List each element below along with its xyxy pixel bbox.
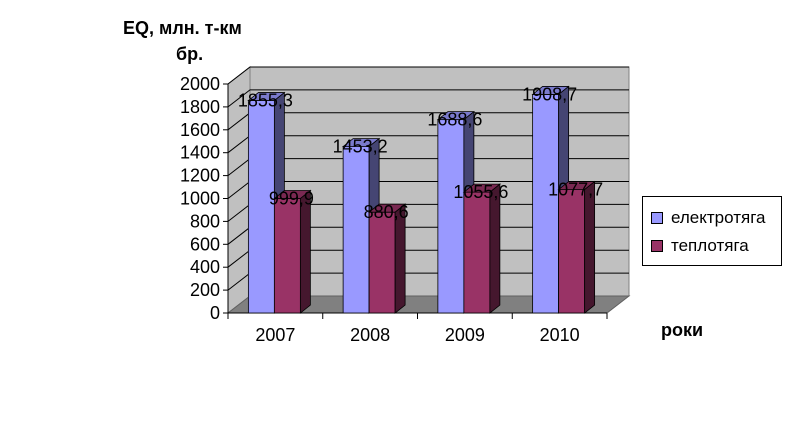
x-axis: 2007 2008 2009 2010 xyxy=(227,312,608,345)
data-labels: 1855,3 999,9 1453,2 880,6 1688,6 1055,6 1908,7… xyxy=(238,84,603,222)
x-tick-label: 2010 xyxy=(540,325,580,345)
y-tick-label: 2000 xyxy=(180,74,220,94)
legend: електротяга теплотяга xyxy=(642,196,782,266)
legend-swatch-electro xyxy=(651,212,663,224)
y-tick-label: 200 xyxy=(190,280,220,300)
data-label-thermal: 1055,6 xyxy=(453,182,508,202)
y-tick-label: 1800 xyxy=(180,97,220,117)
data-label-electro: 1453,2 xyxy=(333,137,388,157)
bar-thermal xyxy=(273,189,312,314)
y-tick-label: 400 xyxy=(190,257,220,277)
data-label-electro: 1688,6 xyxy=(427,110,482,130)
data-label-thermal: 880,6 xyxy=(364,202,409,222)
legend-item-electro: електротяга xyxy=(651,208,766,228)
x-axis-title: роки xyxy=(661,320,704,340)
gridline xyxy=(227,89,629,108)
y-tick-label: 1000 xyxy=(180,189,220,209)
data-label-electro: 1908,7 xyxy=(522,84,577,104)
x-tick-label: 2007 xyxy=(255,325,295,345)
data-label-thermal: 999,9 xyxy=(269,189,314,209)
gridline xyxy=(227,66,629,85)
y-tick-label: 800 xyxy=(190,211,220,231)
bars xyxy=(247,85,596,314)
legend-label-electro: електротяга xyxy=(671,208,766,227)
y-axis-title-line1: EQ, млн. т-км xyxy=(123,18,242,38)
bar-thermal xyxy=(462,183,502,314)
y-tick-label: 1400 xyxy=(180,143,220,163)
y-tick-label: 1200 xyxy=(180,166,220,186)
data-label-electro: 1855,3 xyxy=(238,91,293,111)
bar-thermal xyxy=(557,180,596,314)
x-tick-label: 2009 xyxy=(445,325,485,345)
y-axis-title-line2: бр. xyxy=(176,44,204,64)
y-tick-label: 1600 xyxy=(180,120,220,140)
y-tick-label: 0 xyxy=(210,303,220,323)
bar-thermal xyxy=(367,203,407,314)
legend-item-thermal: теплотяга xyxy=(651,236,749,256)
data-label-thermal: 1077,7 xyxy=(548,180,603,200)
legend-swatch-thermal xyxy=(651,240,663,252)
x-tick-label: 2008 xyxy=(350,325,390,345)
legend-label-thermal: теплотяга xyxy=(671,236,749,255)
y-tick-label: 600 xyxy=(190,234,220,254)
